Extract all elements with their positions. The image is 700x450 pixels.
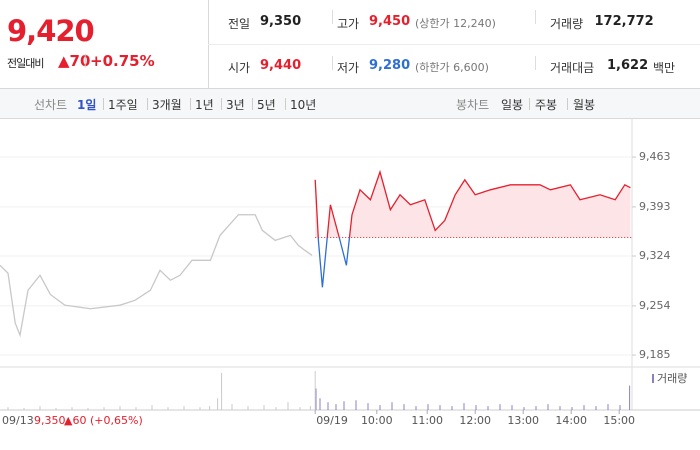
stat-value: 9,280 [369,58,411,73]
divider [529,98,530,110]
stat-value: 9,440 [260,58,302,73]
tab[interactable]: 3년 [226,98,245,112]
tab[interactable]: 5년 [257,98,276,112]
divider [332,56,333,70]
stat-value: 172,772 [594,14,654,29]
quote-header: 9,420 전일대비 ▲70 | +0.75% 전일 9,350 고가 9,450 (상… [0,0,700,89]
tab[interactable]: 1년 [195,98,214,112]
y-tick-label: 9,324 [639,249,671,262]
prev-line [0,214,313,338]
chart: 9,463 9,393 9,324 9,254 9,185 09/19 10:00 11:00… [0,119,700,427]
divider [208,44,700,45]
stat-note: (상한가 12,240) [415,17,496,30]
x-tick-label: 12:00 [459,414,491,427]
stat-note: (하한가 6,600) [415,61,489,74]
divider [221,98,222,110]
tab[interactable]: 1주일 [108,98,138,112]
divider [190,98,191,110]
tab-group-label: 선차트 [34,98,68,112]
tab[interactable]: 3개월 [152,98,182,112]
price: 9,420 [7,14,95,48]
stat-label: 고가 [337,17,360,31]
divider [147,98,148,110]
prev-day-rate: (+0,65%) [90,414,143,427]
legend-label: 거래량 [657,372,687,385]
x-tick-label: 09/19 [316,414,348,427]
divider [332,10,333,24]
change: ▲70 [58,52,91,70]
stat-label: 시가 [228,61,251,75]
x-tick-label: 10:00 [361,414,393,427]
x-tick-label: 11:00 [411,414,443,427]
prev-day-date: 09/13 [2,414,34,427]
area [315,172,631,238]
price-line-down [317,237,351,288]
tab[interactable]: 일봉 [501,98,524,112]
stat-value: 9,450 [369,14,411,29]
change-label: 전일대비 [7,57,44,70]
y-tick-label: 9,463 [639,150,671,163]
x-tick-label: 15:00 [603,414,635,427]
divider: | [83,53,88,68]
y-tick-label: 9,254 [639,299,671,312]
divider [103,98,104,110]
stat-value: 1,622 [607,58,649,73]
y-tick-label: 9,185 [639,348,671,361]
divider [285,98,286,110]
price-line [314,169,631,238]
tab[interactable]: 주봉 [535,98,558,112]
stat-value: 9,350 [260,14,302,29]
divider [252,98,253,110]
x-tick-label: 14:00 [555,414,587,427]
divider [535,56,536,70]
tab[interactable]: 월봉 [573,98,596,112]
stat-label: 전일 [228,17,251,31]
change-rate: +0.75% [90,52,155,70]
prev-day-change: ▲60 [64,414,86,427]
tab-bar: 선차트 1일 1주일 3개월 1년 3년 5년 10년 봉차트 일봉 주봉 월봉 [0,89,700,119]
divider [567,98,568,110]
stat-label: 저가 [337,61,360,75]
divider [535,10,536,24]
tab[interactable]: 10년 [290,98,317,112]
tab[interactable]: 1일 [77,98,97,112]
stat-unit: 백만 [653,61,676,75]
x-tick-label: 13:00 [507,414,539,427]
stat-label: 거래량 [550,17,584,31]
prev-day-close: 9,350 [34,414,66,427]
stat-label: 거래대금 [550,61,595,75]
y-tick-label: 9,393 [639,200,671,213]
legend-swatch [652,374,654,383]
tab-group-label: 봉차트 [456,98,490,112]
